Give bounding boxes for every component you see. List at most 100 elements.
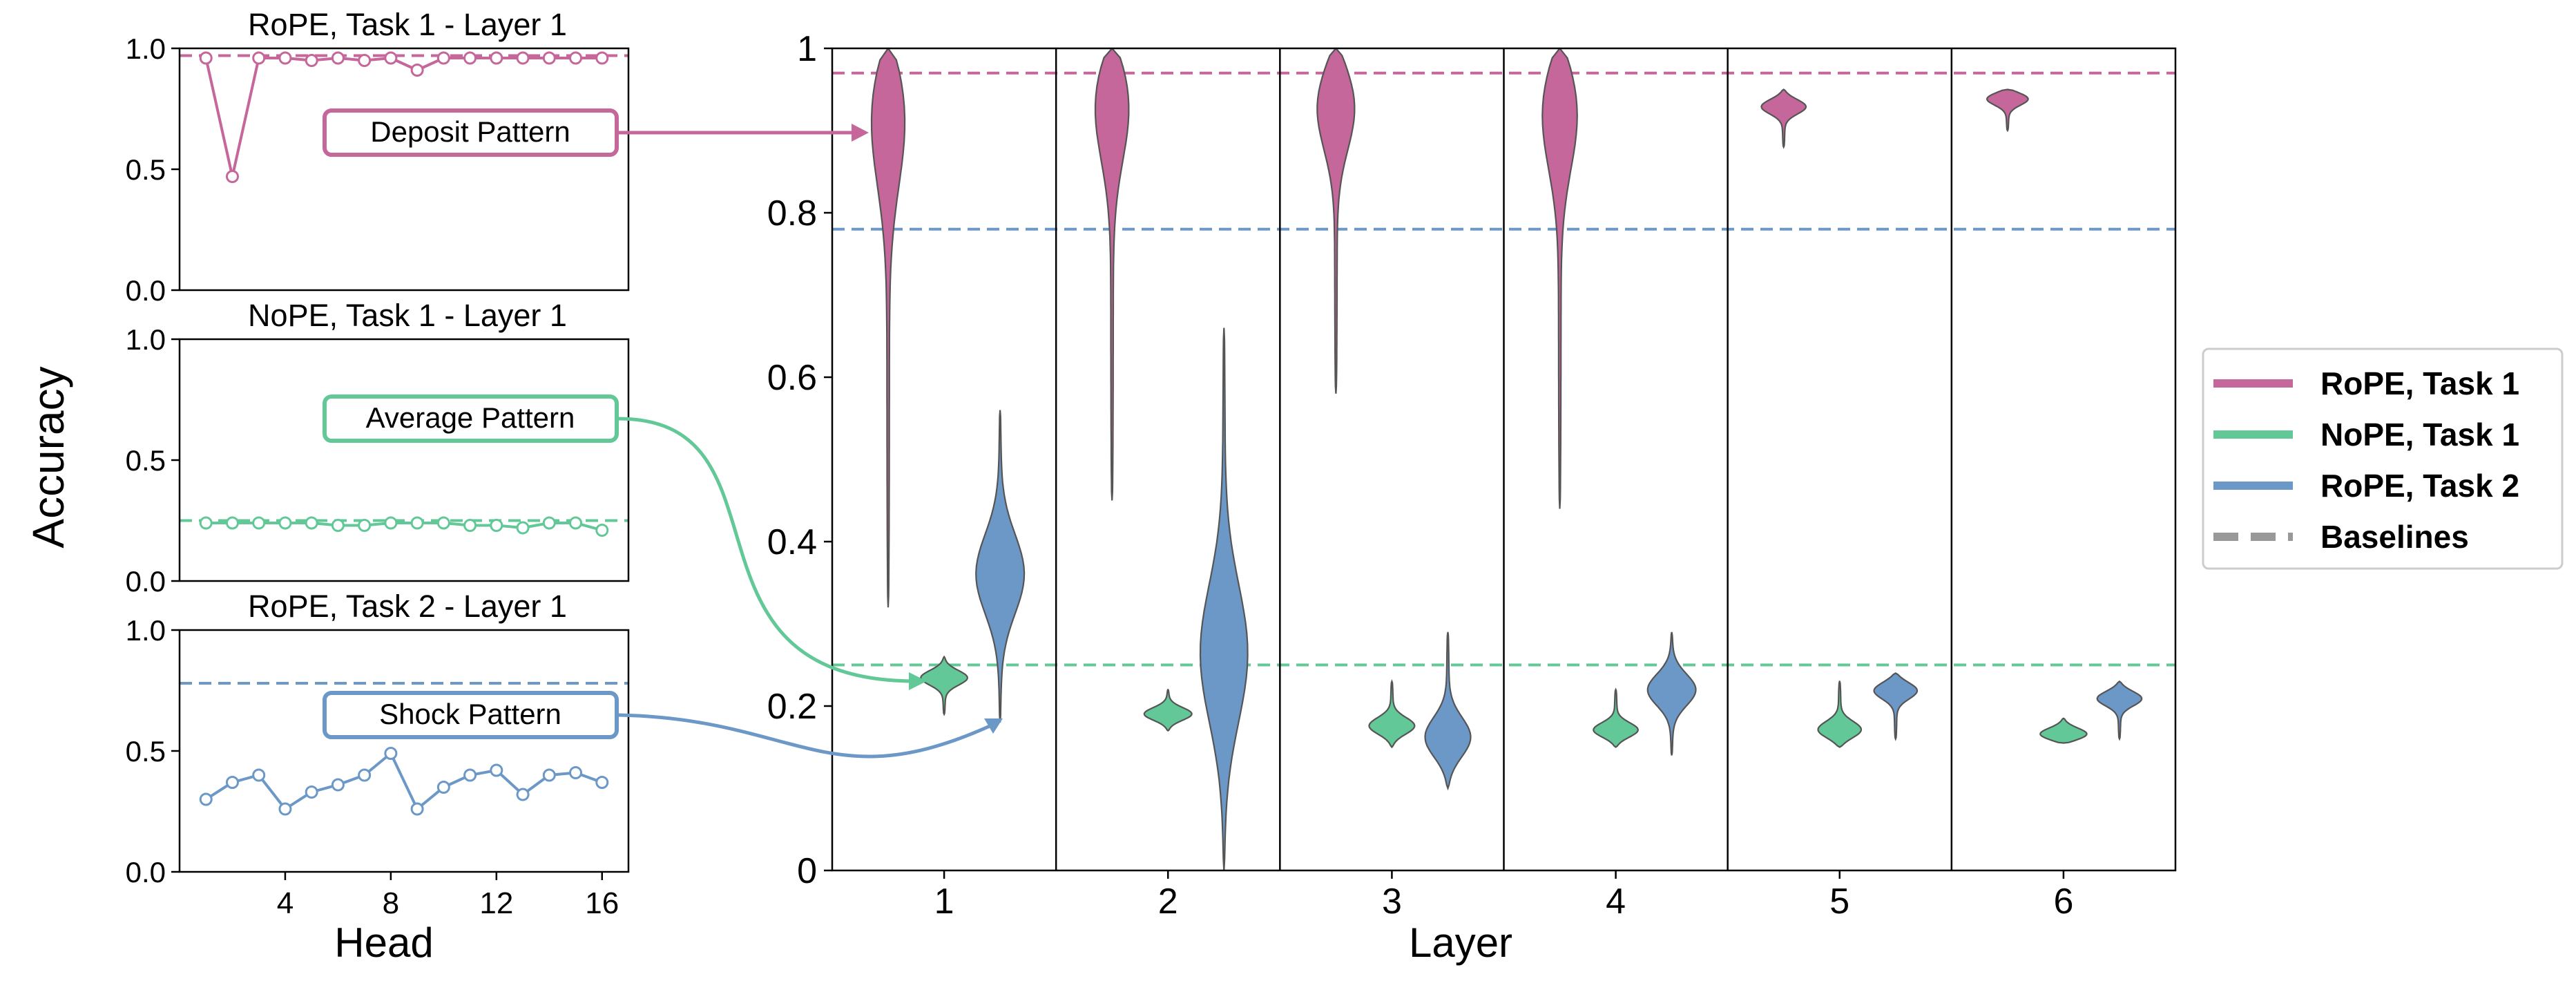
data-point: [463, 51, 477, 65]
ytick-label: 0.2: [767, 687, 817, 727]
shock-pattern-box: Shock Pattern: [323, 691, 619, 739]
legend-label: NoPE, Task 1: [2320, 417, 2519, 453]
data-point: [225, 516, 239, 530]
legend-label: RoPE, Task 2: [2320, 468, 2519, 504]
data-point: [358, 54, 372, 67]
data-point: [542, 51, 556, 65]
violins: [870, 48, 2143, 870]
deposit-pattern-label: Deposit Pattern: [370, 115, 570, 148]
data-point: [331, 51, 345, 65]
ytick-label: 0.8: [767, 193, 817, 234]
xtick-label: 4: [277, 886, 294, 920]
xtick-label: 1: [934, 882, 954, 922]
data-point: [463, 768, 477, 782]
ytick-label: 0.0: [126, 274, 166, 307]
small-xlabel: Head: [334, 920, 433, 966]
violin-rope-task-1: [1541, 48, 1578, 509]
data-point: [331, 519, 345, 532]
panel-title-rope-task2: RoPE, Task 2 - Layer 1: [248, 589, 567, 624]
data-point: [199, 792, 213, 806]
data-point: [516, 521, 530, 535]
shock-pattern-label: Shock Pattern: [379, 698, 561, 730]
violin-rope-task-1: [870, 48, 906, 608]
figure-ylabel: Accuracy: [23, 366, 73, 548]
xtick-label: 8: [383, 886, 399, 920]
annotation-arrows: [617, 124, 1003, 759]
legend-frame: [2202, 347, 2564, 570]
xtick-label: 2: [1158, 882, 1178, 922]
data-point: [384, 51, 398, 65]
panel-title-rope-task1: RoPE, Task 1 - Layer 1: [248, 7, 567, 42]
data-point: [278, 802, 292, 816]
xtick-label: 16: [585, 886, 619, 920]
ytick-label: 0.5: [126, 735, 166, 768]
ytick-label: 0.6: [767, 358, 817, 398]
data-point: [252, 516, 266, 530]
panel-rope-task1: 0.0 0.5 1.0: [126, 32, 630, 307]
data-point: [305, 54, 318, 67]
data-point: [252, 768, 266, 782]
violin-nope-task-1: [1817, 680, 1863, 748]
violin-nope-task-1: [1368, 678, 1416, 749]
data-point: [252, 51, 266, 65]
data-point: [410, 64, 424, 77]
ytick-label: 0: [797, 851, 817, 891]
data-point: [569, 516, 583, 530]
violin-rope-task-2: [2096, 680, 2143, 741]
data-point: [278, 51, 292, 65]
data-point: [384, 747, 398, 760]
data-point: [199, 516, 213, 530]
violin-rope-task-2: [1646, 631, 1697, 756]
panel-rope-task2: 0.0 0.5 1.0 4 8 12 16: [126, 614, 630, 920]
violin-nope-task-1: [1593, 687, 1639, 748]
data-point: [384, 516, 398, 530]
ytick-label: 0.0: [126, 856, 166, 888]
xtick-label: 5: [1829, 882, 1849, 922]
legend-label: RoPE, Task 1: [2320, 365, 2519, 401]
series-line: [205, 751, 603, 812]
violin-rope-task-2: [1424, 631, 1472, 791]
data-point: [225, 170, 239, 183]
xtick-label: 6: [2053, 882, 2073, 922]
data-point: [358, 519, 372, 532]
data-point: [305, 785, 318, 799]
average-arrow: [617, 417, 921, 683]
ytick-label: 1: [797, 29, 817, 69]
ytick-label: 0.5: [126, 444, 166, 477]
xtick-label: 4: [1606, 882, 1626, 922]
data-point: [569, 51, 583, 65]
data-point: [436, 781, 450, 794]
data-point: [542, 516, 556, 530]
violin-panel: 0 0.2 0.4 0.6 0.8 1 1 2 3 4 5 6: [767, 29, 2177, 922]
ytick-label: 0.0: [126, 565, 166, 598]
shock-arrow: [617, 713, 999, 759]
data-point: [463, 519, 477, 532]
data-point: [410, 802, 424, 816]
ytick-label: 0.4: [767, 522, 817, 562]
data-point: [490, 519, 503, 532]
data-point: [516, 51, 530, 65]
data-point: [595, 524, 609, 537]
violin-nope-task-1: [1143, 689, 1193, 732]
panel-nope-task1: 0.0 0.5 1.0: [126, 323, 630, 598]
series-line: [206, 522, 603, 532]
ytick-label: 1.0: [126, 32, 166, 65]
shock-arrowhead: [984, 718, 1003, 734]
xtick-label: 12: [479, 886, 513, 920]
data-point: [199, 51, 213, 65]
ytick-label: 1.0: [126, 614, 166, 647]
violin-rope-task-2: [975, 410, 1026, 723]
average-arrowhead: [909, 672, 927, 690]
data-point: [436, 51, 450, 65]
xtick-label: 3: [1382, 882, 1402, 922]
legend: RoPE, Task 1 NoPE, Task 1 RoPE, Task 2 Base…: [2202, 347, 2564, 570]
violin-nope-task-1: [2039, 717, 2088, 744]
violin-rope-task-1: [1094, 48, 1130, 501]
ytick-label: 1.0: [126, 323, 166, 356]
violin-rope-task-1: [1986, 88, 2029, 133]
violin-rope-task-2: [1199, 327, 1249, 870]
data-point: [542, 768, 556, 782]
violin-rope-task-2: [1873, 672, 1919, 741]
